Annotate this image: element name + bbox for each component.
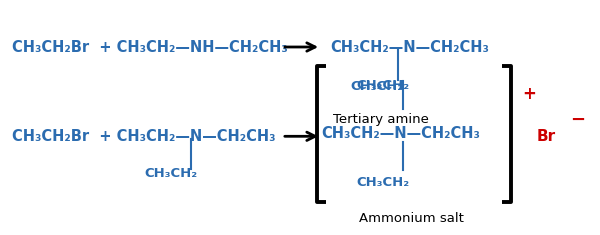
Text: CH₃CH₂—N—CH₂CH₃: CH₃CH₂—N—CH₂CH₃ xyxy=(330,39,489,55)
Text: CH₃CH₂—N—CH₂CH₃: CH₃CH₂—N—CH₂CH₃ xyxy=(321,126,480,141)
Text: CH₃CH₂Br  + CH₃CH₂—NH—CH₂CH₃: CH₃CH₂Br + CH₃CH₂—NH—CH₂CH₃ xyxy=(12,39,288,55)
Text: −: − xyxy=(570,111,585,129)
Text: Ammonium salt: Ammonium salt xyxy=(359,212,463,225)
Text: CH₃CH₂: CH₃CH₂ xyxy=(356,176,409,189)
Text: CH₃CH₂: CH₃CH₂ xyxy=(350,80,403,94)
Text: Tertiary amine: Tertiary amine xyxy=(333,113,429,126)
Text: CH₃CH₂: CH₃CH₂ xyxy=(145,167,197,180)
Text: CH₃CH₂: CH₃CH₂ xyxy=(356,79,409,92)
Text: CH₃CH₂Br  + CH₃CH₂—N—CH₂CH₃: CH₃CH₂Br + CH₃CH₂—N—CH₂CH₃ xyxy=(12,129,275,144)
Text: Br: Br xyxy=(537,129,556,144)
Text: +: + xyxy=(522,85,536,103)
